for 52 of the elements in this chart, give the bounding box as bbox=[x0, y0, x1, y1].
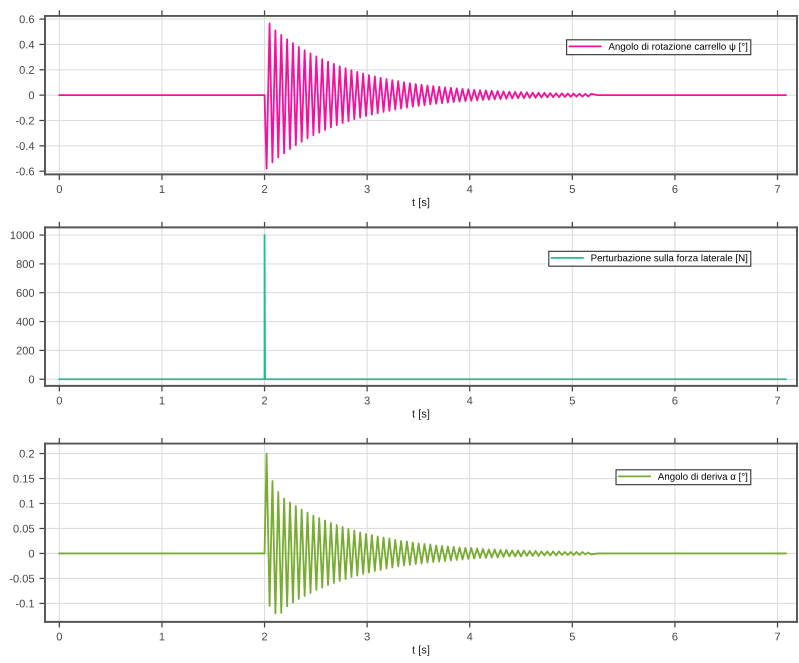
x-tick-label: 3 bbox=[364, 396, 370, 404]
x-tick-label: 2 bbox=[262, 185, 268, 193]
y-tick-label: 800 bbox=[16, 260, 34, 268]
x-tick-label: 7 bbox=[774, 185, 780, 193]
x-tick-label: 1 bbox=[160, 632, 164, 640]
x-axis-title: t [s] bbox=[412, 645, 430, 656]
y-tick-label: -0.2 bbox=[16, 116, 34, 125]
y-tick-label: 0.4 bbox=[20, 40, 34, 49]
legend-label: Angolo di rotazione carrello ψ [°] bbox=[608, 42, 748, 52]
x-tick-label: 2 bbox=[262, 396, 268, 404]
x-tick-label: 6 bbox=[672, 185, 678, 193]
x-tick-label: 0 bbox=[56, 632, 62, 640]
line-series bbox=[58, 22, 787, 170]
x-tick-label: 3 bbox=[364, 632, 370, 640]
legend-label: Perturbazione sulla forza laterale [N] bbox=[591, 254, 748, 264]
x-tick-label: 4 bbox=[466, 396, 472, 404]
y-tick-label: 0.2 bbox=[20, 450, 34, 458]
x-tick-label: 7 bbox=[774, 632, 780, 640]
x-tick-label: 6 bbox=[672, 632, 678, 640]
y-tick-label: 0.6 bbox=[20, 15, 34, 24]
y-tick-label: 0 bbox=[28, 91, 34, 100]
y-tick-label: 0 bbox=[28, 376, 34, 384]
y-tick-label: 400 bbox=[16, 318, 34, 326]
y-tick-label: -0.1 bbox=[16, 600, 34, 608]
x-tick-label: 5 bbox=[570, 632, 575, 640]
x-tick-label: 1 bbox=[160, 185, 164, 193]
x-axis-title: t [s] bbox=[412, 198, 430, 208]
y-tick-label: -0.6 bbox=[16, 167, 34, 176]
y-tick-label: 0.1 bbox=[20, 500, 34, 508]
x-tick-label: 0 bbox=[56, 396, 62, 404]
line-series bbox=[58, 452, 787, 614]
x-axis-title: t [s] bbox=[412, 409, 430, 420]
y-tick-label: 0.2 bbox=[20, 66, 34, 74]
x-tick-label: 0 bbox=[56, 185, 62, 193]
x-tick-label: 7 bbox=[774, 396, 780, 404]
y-tick-label: 600 bbox=[16, 288, 34, 297]
y-tick-label: -0.05 bbox=[10, 574, 34, 583]
x-tick-label: 5 bbox=[570, 185, 575, 193]
x-tick-label: 6 bbox=[672, 396, 678, 404]
x-tick-label: 4 bbox=[466, 185, 472, 193]
x-tick-label: 4 bbox=[466, 632, 472, 640]
x-tick-label: 2 bbox=[262, 632, 268, 640]
y-tick-label: -0.4 bbox=[16, 142, 34, 150]
y-tick-label: 0.15 bbox=[13, 474, 34, 483]
legend-label: Angolo di deriva α [°] bbox=[658, 472, 748, 482]
x-tick-label: 3 bbox=[364, 185, 370, 193]
y-tick-label: 0 bbox=[28, 550, 34, 558]
y-tick-label: 200 bbox=[16, 346, 34, 355]
y-tick-label: 0.05 bbox=[13, 524, 34, 533]
x-tick-label: 5 bbox=[570, 396, 575, 404]
y-tick-label: 1000 bbox=[10, 231, 34, 240]
x-tick-label: 1 bbox=[160, 396, 164, 404]
